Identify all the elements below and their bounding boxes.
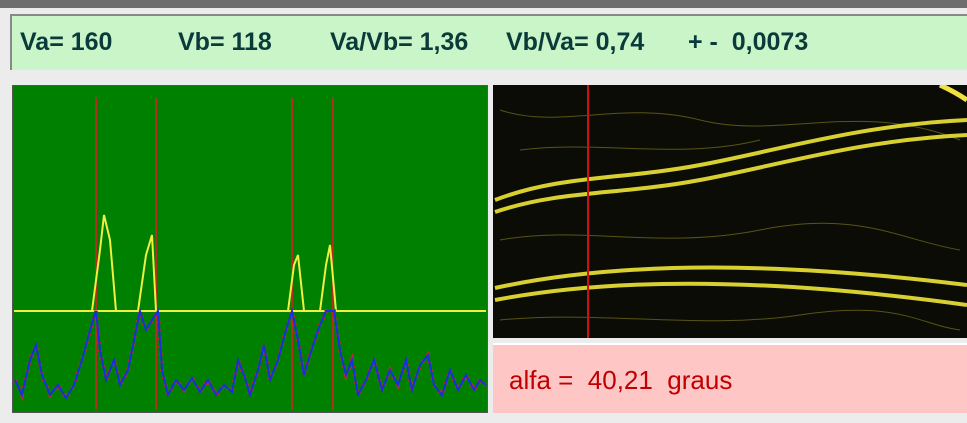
status-item: Vb/Va= 0,74 [506,28,644,57]
image-background [493,85,967,338]
status-item: Va/Vb= 1,36 [330,28,468,57]
plot-background [12,85,488,413]
status-bar: Va= 160 Vb= 118 Va/Vb= 1,36 Vb/Va= 0,74 … [10,14,967,70]
title-border [0,0,967,8]
app-window: Va= 160 Vb= 118 Va/Vb= 1,36 Vb/Va= 0,74 … [0,0,967,423]
profile-plot [12,85,488,413]
status-item: + - 0,0073 [688,28,808,57]
status-item: Vb= 118 [178,28,272,57]
status-item: Va= 160 [20,28,112,57]
angle-panel: alfa = 40,21 graus [493,343,967,413]
angle-text: alfa = 40,21 graus [509,365,732,396]
fiber-image [493,85,967,338]
